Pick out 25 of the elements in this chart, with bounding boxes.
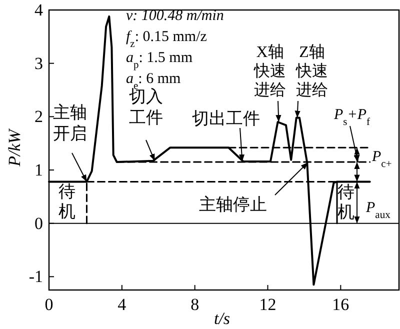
- y-tick-label: 3: [34, 54, 43, 73]
- y-axis-title: P/kW: [5, 128, 24, 168]
- annotation: P$_{c+}$: [371, 149, 392, 170]
- x-tick-label: 4: [118, 295, 127, 314]
- annotation: a$_{p}$: 1.5 mm: [126, 50, 193, 70]
- x-tick-label: 12: [259, 295, 276, 314]
- y-tick-label: 1: [34, 160, 43, 180]
- annotation: 切出工件: [192, 109, 260, 128]
- y-tick-label: 2: [34, 107, 43, 126]
- x-tick-label: 16: [332, 295, 350, 314]
- annotation: P$_{aux}$: [365, 200, 392, 220]
- annotation: P$_{s}$+P$_{f}$: [332, 107, 371, 128]
- y-tick-label: 4: [34, 0, 44, 20]
- y-tick-label: 0: [34, 214, 43, 233]
- annotation: 待机: [338, 182, 355, 222]
- annotation: Z轴快速进给: [295, 43, 328, 99]
- annotation: 主轴停止: [199, 195, 267, 214]
- x-axis-title: t/s: [214, 309, 230, 328]
- annotation: v: 100.48 m/min: [126, 8, 224, 24]
- x-tick-label: 8: [190, 295, 200, 314]
- annotation: f$_{z}$: 0.15 mm/z: [126, 29, 208, 50]
- annotation: 待机: [58, 182, 76, 221]
- annotation: X轴快速进给: [253, 43, 286, 99]
- annotation: 主轴开启: [53, 103, 87, 143]
- y-tick-label: -1: [28, 267, 43, 286]
